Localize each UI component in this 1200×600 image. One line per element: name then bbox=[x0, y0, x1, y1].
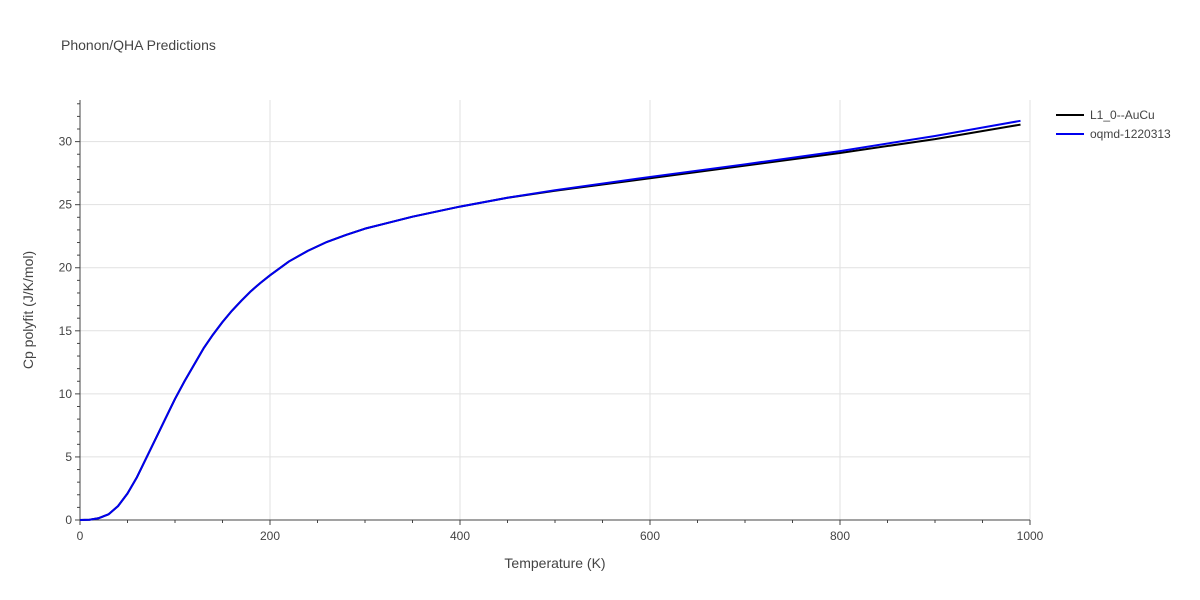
y-tick-label: 20 bbox=[59, 261, 73, 275]
axes: 0 200 400 600 800 1000 0 5 10 15 20 25 30 bbox=[59, 100, 1044, 543]
x-tick-label: 800 bbox=[830, 529, 850, 543]
chart-title: Phonon/QHA Predictions bbox=[61, 37, 216, 53]
x-axis-title: Temperature (K) bbox=[504, 555, 605, 571]
y-tick-label: 30 bbox=[59, 135, 73, 149]
x-tick-label: 0 bbox=[77, 529, 84, 543]
series-line-1[interactable] bbox=[79, 119, 1021, 521]
x-tick-label: 200 bbox=[260, 529, 280, 543]
series-lines bbox=[79, 119, 1021, 521]
y-axis-title: Cp polyfit (J/K/mol) bbox=[20, 251, 36, 369]
legend[interactable]: L1_0--AuCu oqmd-1220313 bbox=[1056, 108, 1171, 141]
grid bbox=[80, 100, 1031, 520]
y-tick-label: 10 bbox=[59, 387, 73, 401]
x-tick-label: 400 bbox=[450, 529, 470, 543]
y-tick-label: 5 bbox=[65, 450, 72, 464]
legend-label-1: oqmd-1220313 bbox=[1090, 127, 1171, 141]
y-tick-label: 15 bbox=[59, 324, 73, 338]
x-tick-label: 600 bbox=[640, 529, 660, 543]
y-tick-label: 25 bbox=[59, 198, 73, 212]
legend-label-0: L1_0--AuCu bbox=[1090, 108, 1155, 122]
x-tick-label: 1000 bbox=[1017, 529, 1044, 543]
y-tick-label: 0 bbox=[65, 513, 72, 527]
